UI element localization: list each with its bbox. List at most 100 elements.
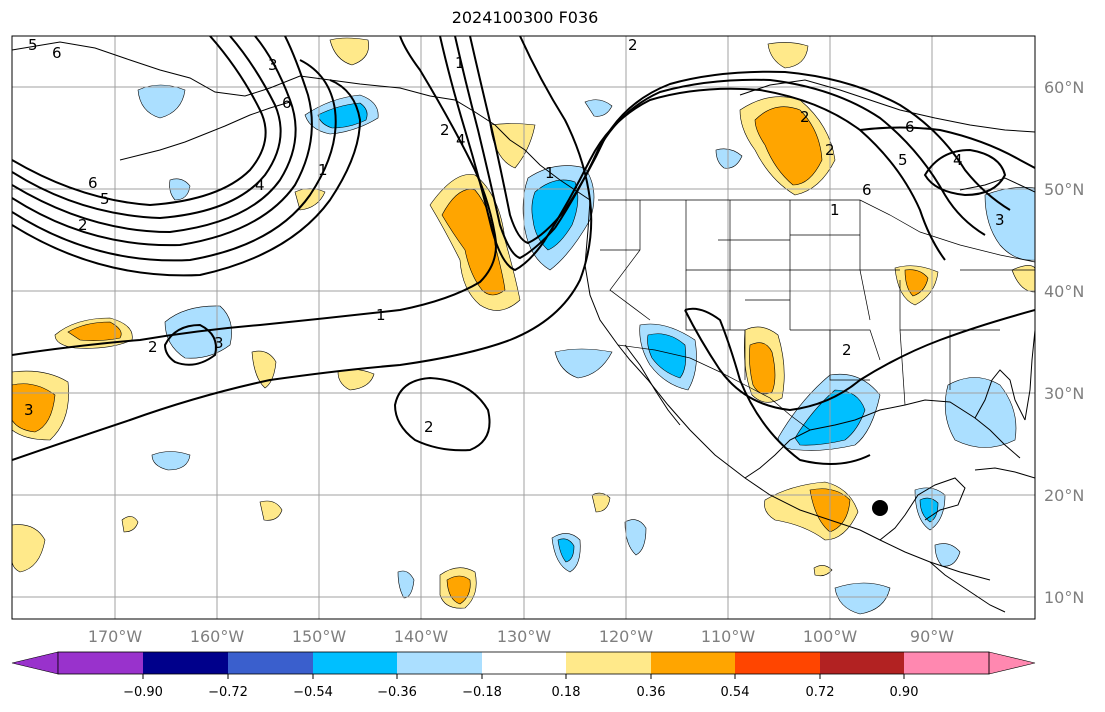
colorbar-tick-label: −0.72	[208, 685, 248, 700]
colorbar-segment	[482, 652, 566, 674]
anomaly-contours	[12, 36, 1035, 465]
negative-anomaly-florida	[944, 377, 1017, 448]
gulf-coast	[744, 399, 1021, 479]
lon-label: 90°W	[910, 627, 954, 646]
contour-label: 2	[628, 36, 638, 54]
colorbar-segment	[820, 652, 904, 674]
colorbar-tick-label: −0.54	[293, 685, 333, 700]
strong-negative-anomaly-baja	[647, 333, 687, 379]
colorbar-segment	[566, 652, 651, 674]
longitude-labels: 170°W 160°W 150°W 140°W 130°W 120°W 110°…	[88, 627, 954, 646]
colorbar-tick-label: 0.90	[890, 685, 919, 700]
colorbar-tick-label: −0.90	[123, 685, 163, 700]
contour-label-group: 6 5 6 3 1 4 6 5 2 2 2 1 2 3 2 2 1 2 3 6 …	[24, 36, 1005, 436]
contour-label: 2	[825, 141, 835, 159]
gridlines	[12, 36, 1035, 619]
lat-label: 60°N	[1044, 78, 1084, 97]
contour-label: 1	[545, 164, 555, 182]
map-frame	[11, 35, 1036, 620]
aleutian-chain	[119, 101, 291, 161]
colorbar-segment	[904, 652, 989, 674]
contour-west-1	[12, 36, 267, 207]
contour-label: 4	[456, 131, 466, 149]
lon-label: 140°W	[394, 627, 449, 646]
strong-negative-anomaly-aleutians	[317, 102, 368, 129]
canada-us-border	[598, 199, 1035, 263]
contour-ridge-west-2	[454, 36, 556, 260]
contour-label: 1	[830, 201, 840, 219]
contour-east-outer	[859, 126, 1035, 169]
political-borders	[598, 199, 1035, 431]
contour-label: 6	[88, 174, 98, 192]
contour-label: 6	[862, 181, 872, 199]
contour-mexico-loop	[684, 307, 871, 465]
contour-label: 3	[995, 211, 1005, 229]
colorbar-tick-label: 0.36	[637, 685, 666, 700]
colorbar-segment	[313, 652, 397, 674]
colorbar-segment	[58, 652, 143, 674]
contour-label: 1	[376, 306, 386, 324]
strong-positive-anomaly-great-lakes	[904, 269, 929, 297]
contour-label: 2	[440, 121, 450, 139]
contour-label: 3	[214, 334, 224, 352]
colorbar-segment	[143, 652, 228, 674]
lon-label: 120°W	[599, 627, 654, 646]
contour-trough-east-3	[564, 70, 1011, 211]
contour-label: 4	[255, 176, 265, 194]
colorbar-segment	[228, 652, 313, 674]
contour-west-4	[12, 36, 313, 247]
contour-west-3	[12, 36, 297, 234]
contour-west-5	[12, 59, 337, 262]
contour-label: 2	[842, 341, 852, 359]
contour-closed-low-small	[163, 323, 217, 366]
colorbar-tick-label: 0.18	[552, 685, 581, 700]
contour-label: 3	[268, 56, 278, 74]
contour-mid-pacific-1	[12, 36, 497, 356]
contour-label: 4	[953, 151, 963, 169]
contour-west-2	[12, 36, 282, 220]
contour-label: 5	[28, 36, 38, 54]
lon-label: 100°W	[803, 627, 858, 646]
contour-south-trough	[684, 309, 1035, 412]
florida	[974, 369, 1026, 421]
map-title: 2024100300 F036	[451, 8, 599, 27]
contour-trough-east-2	[554, 78, 986, 236]
contour-label: 2	[148, 338, 158, 356]
east-coast-us	[1024, 329, 1035, 421]
us-mexico-border	[617, 344, 811, 431]
lon-label: 150°W	[292, 627, 347, 646]
coastlines	[12, 41, 1035, 613]
contour-label: 3	[24, 401, 34, 419]
lon-label: 110°W	[701, 627, 756, 646]
negative-anomaly-east-canada	[984, 187, 1035, 261]
baja-california	[624, 344, 681, 426]
labrador	[959, 177, 1035, 193]
contour-label: 2	[800, 108, 810, 126]
contour-trough-east-1	[544, 87, 946, 261]
contour-label: 2	[424, 418, 434, 436]
contour-label: 6	[282, 94, 292, 112]
colorbar-tick-label: 0.54	[721, 685, 750, 700]
contour-ridge-west-1	[439, 36, 546, 272]
lat-label: 10°N	[1044, 588, 1084, 607]
lon-label: 170°W	[88, 627, 143, 646]
lon-label: 130°W	[497, 627, 552, 646]
lat-label: 30°N	[1044, 384, 1084, 403]
contour-label: 6	[905, 118, 915, 136]
lat-label: 40°N	[1044, 282, 1084, 301]
contour-label: 6	[52, 44, 62, 62]
colorbar-extend-max	[988, 651, 1036, 675]
colorbar-tick-label: −0.18	[462, 685, 502, 700]
strong-positive-anomaly-west-pacific	[67, 321, 122, 341]
cuba	[974, 467, 1035, 479]
colorbar-extend-min	[11, 651, 59, 675]
lat-label: 50°N	[1044, 180, 1084, 199]
lon-label: 160°W	[190, 627, 245, 646]
colorbar-segment	[735, 652, 820, 674]
strong-negative-anomaly-caribbean	[919, 497, 939, 523]
anomaly-fills	[12, 37, 1035, 615]
contour-closed-high-pacific	[393, 376, 491, 452]
contour-label: 5	[898, 151, 908, 169]
colorbar-segment	[651, 652, 735, 674]
